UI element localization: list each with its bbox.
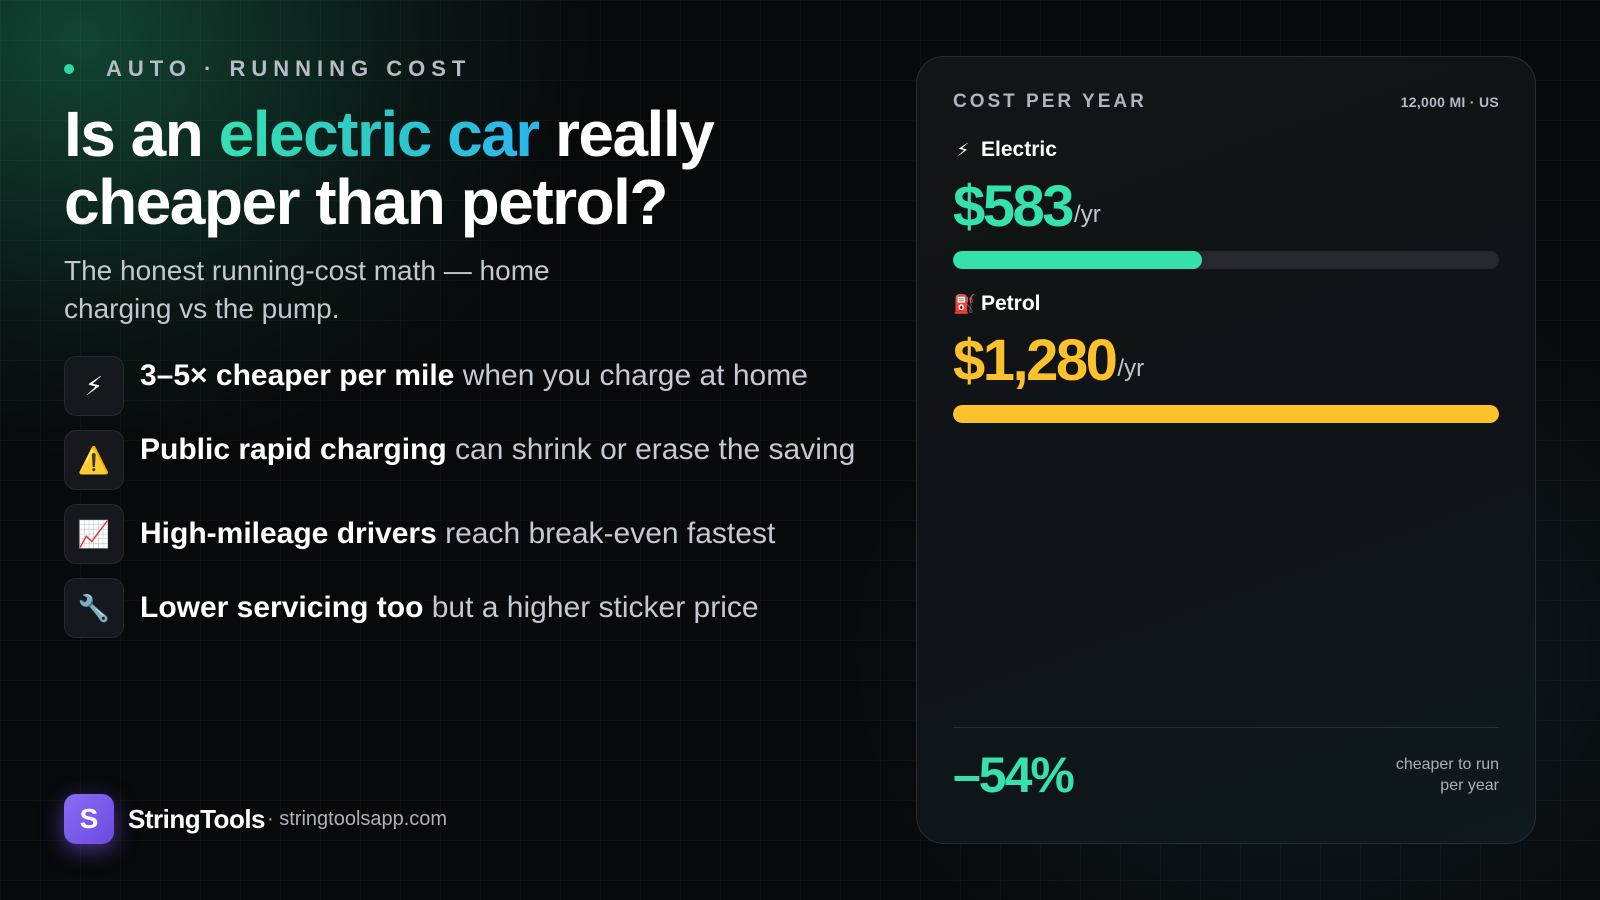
page-title: Is an electric car really cheaper than p… [64,100,884,236]
wrench-icon: 🔧 [64,578,124,638]
electric-bar-fill [953,251,1202,269]
bullet-bold: 3–5× cheaper per mile [140,359,455,392]
bullet-text: Lower servicing too but a higher sticker… [140,578,860,628]
saving-note-line-1: cheaper to run [1395,755,1499,773]
cost-card: COST PER YEAR 12,000 MI · US ⚡ Electric … [916,56,1536,844]
bullet-text: High-mileage drivers reach break-even fa… [140,504,860,554]
title-part-1: Is an [64,98,219,170]
saving-percent: –54% [953,746,1075,803]
petrol-bar-track [953,405,1499,423]
card-header: COST PER YEAR 12,000 MI · US [953,87,1499,117]
brand-name: StringTools [128,803,266,834]
electric-amount-unit: /yr [1074,201,1101,228]
bullet-bold: Lower servicing too [140,591,424,624]
bullet-rest: but a higher sticker price [423,591,759,624]
bullet-rest: reach break-even fastest [436,517,776,550]
petrol-amount-value: $1,280 [953,328,1118,393]
fuel-pump-icon: ⛽ [953,293,976,314]
feature-list: ⚡ 3–5× cheaper per mile when you charge … [64,356,884,638]
list-item: 📈 High-mileage drivers reach break-even … [64,504,884,564]
card-title: COST PER YEAR [953,91,1147,112]
electric-label-row: ⚡ Electric [953,137,1499,163]
title-highlight: electric car [218,98,541,170]
electric-bar-track [953,251,1499,269]
eyebrow-dot-icon [64,64,74,74]
electric-amount-value: $583 [953,174,1075,239]
brand-url: · stringtoolsapp.com [267,807,448,830]
brand-footer: S StringTools · stringtoolsapp.com [64,794,447,844]
petrol-amount: $1,280 /yr [953,323,1499,391]
eyebrow: AUTO · RUNNING COST [64,56,884,82]
electric-row: ⚡ Electric $583 /yr [953,137,1499,269]
content-panel: AUTO · RUNNING COST Is an electric car r… [64,56,884,652]
bullet-bold: Public rapid charging [140,433,447,466]
list-item: ⚡ 3–5× cheaper per mile when you charge … [64,356,884,416]
brand-logo-icon: S [64,794,114,844]
subtitle: The honest running-cost math — home char… [64,255,550,324]
chart-increasing-icon: 📈 [64,504,124,564]
electric-amount: $583 /yr [953,169,1499,237]
eyebrow-text: AUTO · RUNNING COST [106,56,472,81]
lightning-icon: ⚡ [956,139,970,160]
saving-note-line-2: per year [1440,776,1499,794]
electric-label: Electric [981,138,1057,161]
bullet-rest: when you charge at home [454,359,808,392]
title-part-2: really cheaper than petrol? [64,98,715,238]
list-item: ⚠️ Public rapid charging can shrink or e… [64,430,884,490]
petrol-bar-fill [953,405,1499,423]
card-footer: –54% cheaper to run per year [953,727,1499,837]
warning-icon: ⚠️ [64,430,124,490]
petrol-label: Petrol [981,292,1041,315]
lightning-icon: ⚡ [64,356,124,416]
petrol-row: ⛽ Petrol $1,280 /yr [953,291,1499,423]
card-meta: 12,000 MI · US [1400,94,1499,110]
bullet-rest: can shrink or erase the saving [446,433,856,466]
petrol-amount-unit: /yr [1117,355,1145,382]
bullet-text: 3–5× cheaper per mile when you charge at… [140,356,860,396]
bullet-bold: High-mileage drivers [140,517,437,550]
saving-note: cheaper to run per year [1396,754,1499,796]
list-item: 🔧 Lower servicing too but a higher stick… [64,578,884,638]
bullet-text: Public rapid charging can shrink or eras… [140,430,860,470]
petrol-label-row: ⛽ Petrol [953,291,1499,317]
